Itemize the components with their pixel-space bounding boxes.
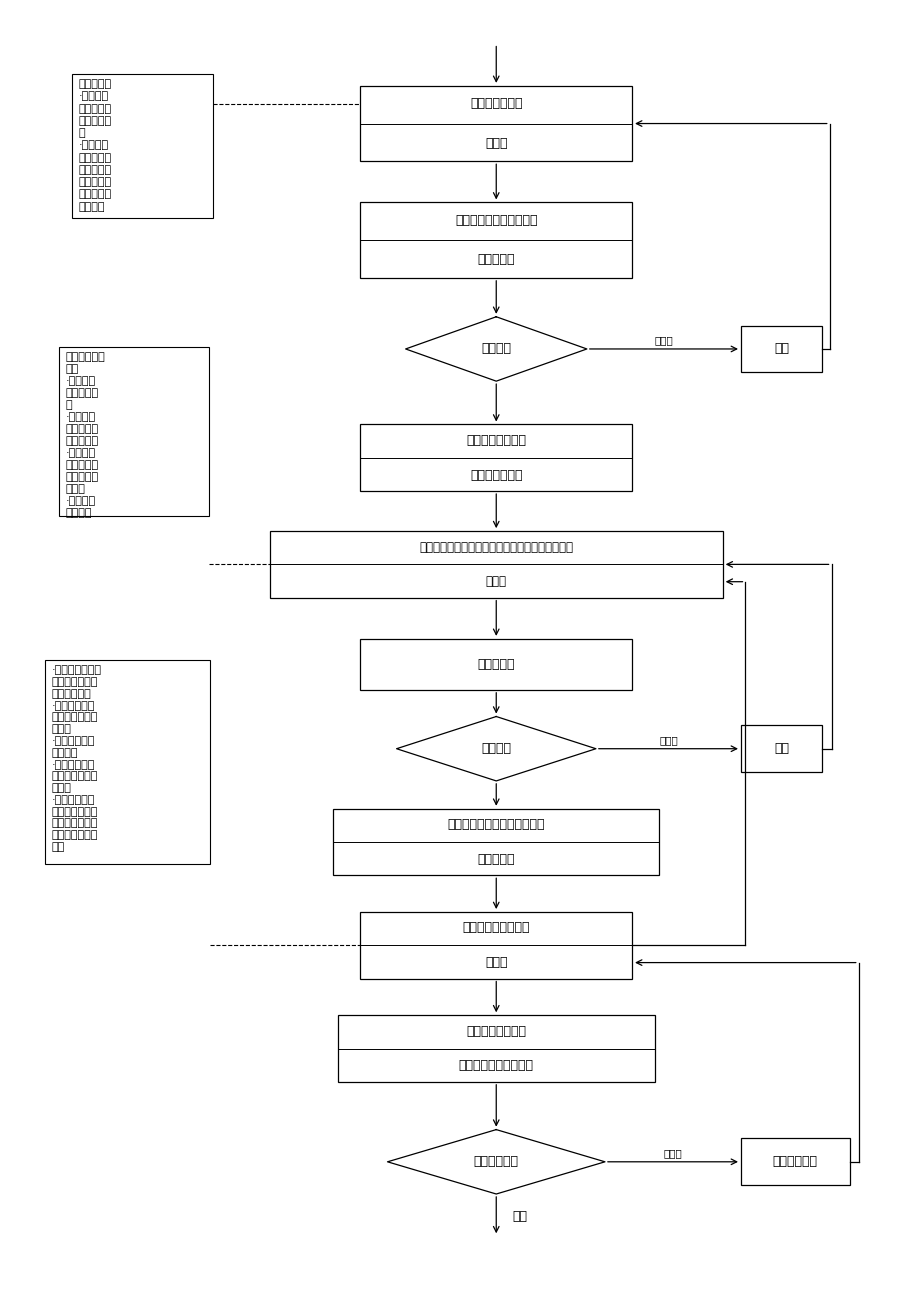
Text: 返工: 返工 — [773, 342, 789, 355]
Text: 整改: 整改 — [773, 742, 789, 755]
Bar — [360, 202, 631, 277]
Text: 监理工程师: 监理工程师 — [477, 658, 515, 671]
Bar — [269, 531, 722, 598]
Bar — [740, 326, 822, 372]
Text: 现场检查或延复测: 现场检查或延复测 — [466, 1025, 526, 1038]
Text: 监理工程师: 监理工程师 — [477, 254, 515, 267]
Text: 审核测试结果: 审核测试结果 — [473, 1155, 518, 1168]
Text: 试压（验）内
容：
·空调供回
水管路的试
压
·制冷管道
气密性试验
真空度试验
·冷却水管
的试压冷凝
水管的严密
性试验
·防火阀易
熔件试验: 试压（验）内 容： ·空调供回 水管路的试 压 ·制冷管道 气密性试验 真空度试… — [66, 353, 106, 518]
Text: 承包人: 承包人 — [484, 137, 507, 150]
Text: 现场检查或复测: 现场检查或复测 — [470, 469, 522, 482]
Text: 验收结果: 验收结果 — [481, 342, 511, 355]
Text: 安装内容：
·制作的风
管、调节阀
门、静压箱
等
·消声器、
空气处理室
空调机、通
风机、冷冻
机组、水泵
冷却塔等: 安装内容： ·制作的风 管、调节阀 门、静压箱 等 ·消声器、 空气处理室 空调… — [78, 79, 111, 211]
Bar — [360, 911, 631, 979]
Bar — [360, 86, 631, 161]
Text: 签认安装质量验收: 签认安装质量验收 — [466, 434, 526, 447]
Bar — [740, 725, 822, 772]
Text: 部件及设备安装: 部件及设备安装 — [470, 98, 522, 111]
Bar — [360, 639, 631, 690]
Bar — [333, 809, 659, 875]
Text: 承包人: 承包人 — [484, 956, 507, 969]
Text: 检查结果: 检查结果 — [481, 742, 511, 755]
Bar — [45, 660, 210, 865]
Text: 不合格: 不合格 — [663, 1148, 682, 1157]
Text: 重新返工整改: 重新返工整改 — [772, 1155, 817, 1168]
Text: 签认试（耐）压或试验报告单: 签认试（耐）压或试验报告单 — [447, 818, 544, 831]
Bar — [337, 1016, 654, 1082]
Text: www.bdocx.com: www.bdocx.com — [386, 642, 533, 660]
Text: 合格: 合格 — [512, 1210, 527, 1223]
Bar — [740, 1138, 849, 1185]
Text: 部件与设备安装质量验收: 部件与设备安装质量验收 — [455, 214, 537, 227]
Text: 系统单机无负荷试车: 系统单机无负荷试车 — [462, 922, 529, 935]
Bar — [60, 346, 209, 516]
Text: 系统强度、严密性、真空度等试验及敏感件试验等: 系统强度、严密性、真空度等试验及敏感件试验等 — [419, 540, 573, 553]
Bar — [360, 424, 631, 491]
Text: 各有关专业监理工程师: 各有关专业监理工程师 — [459, 1060, 533, 1073]
Bar — [72, 74, 212, 217]
Text: 不合格: 不合格 — [653, 335, 673, 345]
Text: 不合格: 不合格 — [658, 734, 677, 745]
Text: 承包人: 承包人 — [485, 575, 506, 589]
Text: 监理工程师: 监理工程师 — [477, 853, 515, 866]
Text: ·通风机、水泵、
冷却塔及制冷机
组的试运转；
·系统风量，风
压及风机转数的
测定；
·系统风管漏风
率的测定
·洁净系统高效
过滤器及漏渗率
的测定
·工程: ·通风机、水泵、 冷却塔及制冷机 组的试运转； ·系统风量，风 压及风机转数的 … — [51, 665, 101, 852]
